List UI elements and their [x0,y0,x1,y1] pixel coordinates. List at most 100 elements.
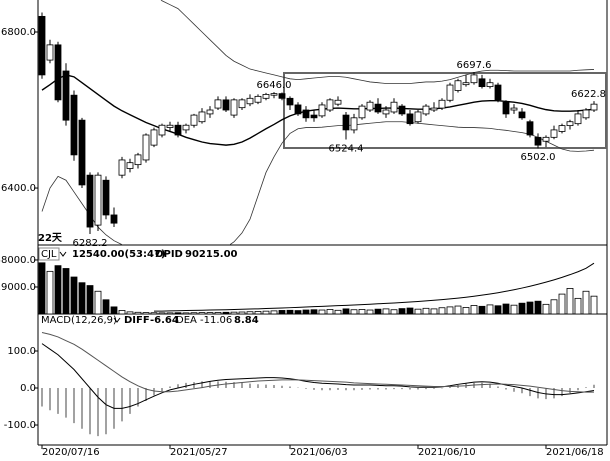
opid-value: 90215.00 [185,249,238,260]
candle-body [510,107,518,111]
y-tick-label: 38000.0 [0,255,36,266]
candle-body [182,124,190,131]
volume-bar [126,311,134,315]
candle-body [342,114,350,131]
volume-bar [158,312,166,315]
volume-bar [454,305,462,315]
x-tick-label: 2021/05/27 [170,447,228,458]
x-tick-label: 2021/06/10 [418,447,476,458]
macd-value: 8.84 [234,315,259,326]
candle-body [374,103,382,113]
volume-bar [470,305,478,315]
volume-bar [46,270,54,315]
volume-bar [118,310,126,315]
volume-bar [254,311,262,315]
volume-bar [150,312,158,315]
diff-value: -6.64 [150,315,179,326]
volume-bar [62,268,70,315]
volume-bar [422,307,430,315]
candle-body [382,109,390,115]
candle-body [550,129,558,138]
volume-bar [182,312,190,315]
volume-bar [358,309,366,315]
candle-body [150,129,158,146]
volume-bar [590,295,598,315]
volume-bar [558,293,566,315]
candle-body [206,109,214,115]
volume-bar [174,312,182,315]
volume-bar [206,312,214,315]
candle-body [38,15,46,76]
middle-band [41,74,595,146]
price-annotation: 6697.6 [457,60,492,71]
candle-body [126,162,134,169]
volume-bar [478,305,486,315]
x-tick-label: 2021/06/18 [546,447,604,458]
macd-title: MACD(12,26,9) [41,315,117,326]
candle-body [222,99,230,111]
volume-bar [334,309,342,315]
volume-bar [486,304,494,315]
volume-bar [294,310,302,315]
volume-bar [502,303,510,315]
y-tick-label: 100.0 [7,346,36,357]
candle-body [470,74,478,84]
highlight-box [283,72,607,149]
diff-name: DIFF [124,315,150,326]
volume-bar [190,312,198,315]
opid-name: OPID [155,249,183,260]
candle-body [86,174,94,228]
candle-body [102,179,110,216]
volume-bar [374,308,382,315]
dea-value: -11.06 [200,315,232,326]
volume-bar [78,282,86,315]
volume-bar [166,312,174,315]
dea-name: DEA [176,315,197,326]
volume-title: CJL [41,249,57,260]
candle-body [238,99,246,109]
dropdown-icon [113,317,121,323]
volume-bar [310,309,318,315]
candle-body [278,93,286,99]
x-tick-label: 2020/07/16 [42,447,100,458]
candle-body [286,97,294,106]
candle-body [302,109,310,119]
volume-bar [110,306,118,315]
candle-body [478,78,486,88]
volume-bar [142,312,150,315]
volume-bar [246,311,254,315]
candle-body [390,101,398,113]
candle-body [214,99,222,109]
volume-bar [390,309,398,315]
volume-bar [134,311,142,315]
candle-body [94,174,102,226]
candle-body [174,124,182,136]
candle-body [62,70,70,121]
volume-bar [270,310,278,315]
candle-body [566,121,574,127]
candle-body [350,117,358,131]
candle-body [414,111,422,123]
volume-bar [566,288,574,315]
lower-band [41,121,595,245]
candle-body [534,136,542,146]
volume-bar [414,308,422,315]
candle-body [398,105,406,115]
volume-bar [198,312,206,315]
volume-bar [574,297,582,315]
volume-bar [238,311,246,315]
macd-line [41,332,595,393]
volume-bar [342,308,350,315]
candle-body [462,82,470,86]
volume-bar [222,311,230,315]
upper-band [160,0,595,84]
y-tick-label: 6400.0 [1,183,36,194]
volume-bar [350,309,358,315]
volume-bar [382,308,390,315]
candle-body [558,125,566,132]
candle-body [254,95,262,103]
candle-body [110,214,118,224]
volume-bar [582,290,590,315]
candle-body [270,93,278,96]
